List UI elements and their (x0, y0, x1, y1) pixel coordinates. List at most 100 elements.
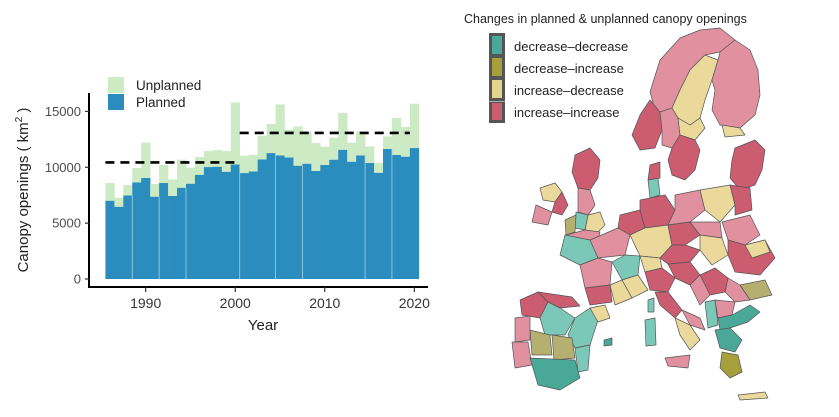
bar-unplanned-2005 (275, 104, 285, 156)
bar-unplanned-2015 (365, 146, 375, 164)
region-belarus-border (729, 184, 753, 216)
x-tick-label: 2020 (399, 295, 430, 311)
region-denmark-north (647, 161, 661, 181)
bar-planned-1998 (212, 166, 223, 279)
region-andalusia (529, 357, 581, 391)
bar-planned-2016 (374, 172, 384, 279)
region-romania-east (744, 239, 771, 259)
bar-planned-2013 (347, 161, 357, 279)
region-greece-peloponnese (719, 351, 743, 379)
region-portugal-south (511, 341, 533, 369)
region-france-east (611, 254, 641, 281)
bar-unplanned-2006 (284, 129, 294, 158)
bar-planned-2015 (365, 163, 375, 279)
region-norway-west (631, 99, 663, 151)
bar-chart: 0 5000 10000 15000 1990 2000 2010 2020 Year Ca… (14, 77, 430, 334)
bar-unplanned-2011 (329, 137, 339, 160)
bar-planned-2012 (338, 149, 348, 279)
bar-unplanned-2013 (347, 142, 357, 162)
region-spain-castilla-la-mancha (551, 334, 576, 361)
region-scotland (571, 147, 601, 191)
bar-unplanned-1996 (194, 156, 205, 175)
region-england-north (577, 187, 596, 216)
bar-planned-2009 (311, 170, 321, 279)
x-tick-label: 1990 (130, 295, 161, 311)
region-italy-north (644, 267, 676, 293)
bar-unplanned-2008 (302, 131, 312, 164)
y-tick-label: 5000 (52, 216, 81, 231)
legend-key-unplanned (108, 77, 124, 93)
bar-unplanned-2012 (338, 112, 348, 150)
bar-planned-1993 (168, 195, 178, 279)
bar-planned-1995 (185, 183, 196, 279)
bar-unplanned-2014 (356, 131, 366, 156)
bar-planned-2011 (329, 159, 339, 279)
region-poland-east (699, 184, 736, 223)
region-ireland-south (531, 204, 553, 226)
region-bosnia (689, 274, 711, 306)
region-czechia (667, 221, 701, 246)
bar-unplanned-2010 (320, 146, 330, 166)
y-tick-label: 15000 (45, 104, 81, 119)
bar-planned-1987 (114, 206, 124, 279)
region-crete (737, 391, 769, 401)
bar-planned-1990 (141, 177, 151, 279)
map-legend: decrease–decrease decrease–increase incr… (489, 33, 628, 123)
chart-legend: Unplanned Planned (108, 77, 201, 110)
region-finland-south (721, 124, 746, 138)
bar-planned-2008 (302, 163, 312, 279)
bar-unplanned-1990 (141, 142, 151, 178)
y-tick-label: 0 (74, 272, 81, 287)
bar-planned-1996 (194, 174, 205, 279)
map-legend-label-increase-increase: increase–increase (514, 105, 620, 120)
bar-unplanned-1989 (132, 168, 142, 183)
region-sicily (664, 354, 691, 369)
y-ticks: 0 5000 10000 15000 (45, 104, 89, 287)
region-albania (704, 299, 719, 329)
bar-planned-2019 (400, 156, 411, 279)
region-portugal-north (514, 315, 531, 343)
map-title: Changes in planned & unplanned canopy op… (464, 12, 747, 26)
bar-planned-2006 (284, 157, 294, 279)
region-spain-valencia (574, 344, 591, 373)
bar-unplanned-2019 (400, 127, 411, 157)
region-spain-north (537, 291, 581, 309)
bars-layer (105, 102, 420, 279)
bar-planned-1988 (123, 195, 133, 279)
x-tick-label: 2010 (309, 295, 340, 311)
region-wales (564, 214, 577, 236)
map-regions (511, 27, 776, 401)
bar-planned-1997 (203, 167, 214, 279)
region-hungary (699, 234, 729, 266)
bar-unplanned-1992 (159, 165, 169, 184)
map-legend-key-increase-decrease (492, 80, 502, 98)
bar-unplanned-1986 (105, 183, 115, 201)
europe-map: Changes in planned & unplanned canopy op… (464, 12, 776, 401)
bar-unplanned-2020 (409, 103, 420, 149)
bar-planned-2000 (230, 164, 241, 279)
bar-unplanned-2009 (311, 143, 321, 171)
region-spain-extremadura (529, 329, 553, 356)
region-baltics (729, 139, 766, 191)
bar-unplanned-2016 (374, 163, 384, 173)
bar-unplanned-1988 (123, 185, 133, 196)
bar-planned-1986 (105, 200, 115, 279)
bar-unplanned-1995 (185, 167, 196, 184)
region-france-north (589, 227, 631, 259)
region-ireland-east (551, 191, 569, 216)
bar-unplanned-2004 (266, 124, 276, 154)
y-tick-label: 10000 (45, 160, 81, 175)
bar-planned-1999 (221, 171, 232, 279)
bar-planned-2010 (320, 165, 330, 279)
map-legend-label-decrease-decrease: decrease–decrease (514, 39, 628, 54)
bar-unplanned-2000 (230, 102, 241, 165)
region-ukraine-border (721, 214, 761, 246)
bar-planned-2007 (293, 165, 303, 279)
bar-unplanned-2007 (293, 126, 303, 166)
bar-unplanned-1997 (203, 151, 214, 168)
region-finland (711, 39, 761, 129)
region-france-southwest (584, 284, 613, 306)
bar-planned-2020 (409, 148, 420, 279)
region-france-south (609, 279, 633, 306)
map-legend-frame (489, 33, 505, 123)
